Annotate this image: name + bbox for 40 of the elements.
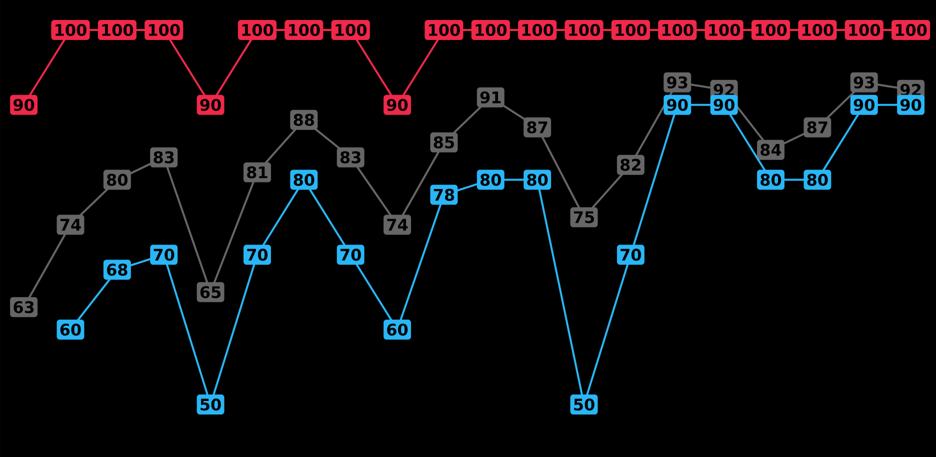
data-label: 93: [667, 76, 688, 88]
data-label: 93: [854, 76, 874, 88]
data-label: 81: [247, 166, 268, 178]
data-label: 80: [480, 174, 502, 186]
data-label: 65: [200, 286, 221, 298]
data-label: 90: [854, 98, 874, 111]
data-label: 80: [294, 174, 314, 186]
data-label: 90: [14, 98, 34, 111]
data-label: 87: [527, 121, 548, 134]
data-label: 78: [434, 188, 454, 201]
data-label: 87: [807, 121, 828, 134]
data-label: 68: [107, 264, 128, 276]
data-label: 90: [200, 98, 221, 111]
data-label: 80: [107, 174, 128, 186]
data-label: 50: [200, 398, 221, 411]
data-label: 60: [387, 324, 408, 336]
data-label: 84: [760, 144, 782, 156]
data-label: 70: [340, 248, 361, 261]
data-label: 75: [574, 211, 594, 224]
data-label: 91: [480, 91, 501, 104]
data-label: 70: [247, 248, 268, 261]
data-label: 90: [667, 98, 688, 111]
data-label: 70: [154, 248, 174, 261]
data-label: 74: [387, 218, 408, 231]
data-label: 80: [527, 174, 548, 186]
data-label: 85: [434, 136, 454, 148]
data-label: 82: [620, 158, 640, 171]
data-label: 74: [60, 218, 81, 231]
data-label: 70: [620, 248, 642, 261]
data-label: 90: [900, 98, 922, 111]
data-label: 90: [714, 98, 734, 111]
data-label: 80: [760, 174, 782, 186]
data-label: 83: [154, 151, 174, 164]
data-label: 63: [14, 301, 34, 314]
data-label: 90: [386, 98, 408, 111]
data-label: 50: [574, 398, 594, 411]
data-label: 60: [60, 324, 81, 336]
data-label: 83: [340, 151, 360, 164]
data-label: 80: [807, 174, 828, 186]
data-label: 88: [294, 114, 314, 126]
